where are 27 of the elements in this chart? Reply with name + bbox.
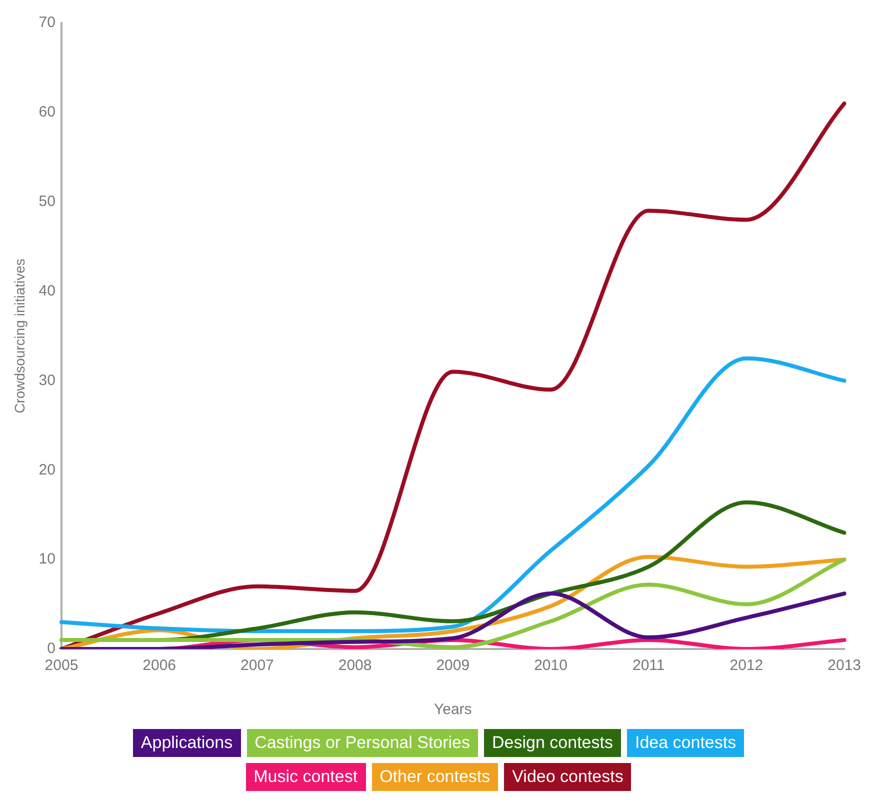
- text: Applications: [132, 729, 241, 757]
- text: Video contests: [504, 763, 632, 791]
- text: Castings or Personal Stories: [246, 729, 478, 757]
- text: Design contests: [484, 729, 621, 757]
- x-axis-title: Years: [434, 701, 472, 718]
- x-tick-label: 2007: [240, 657, 274, 674]
- x-tick-label: 2012: [730, 657, 764, 674]
- x-tick-label: 2006: [142, 657, 176, 674]
- x-tick-label: 2010: [534, 657, 568, 674]
- y-tick-label: 10: [38, 550, 56, 568]
- x-tick-label: 2005: [44, 657, 78, 674]
- y-tick-label: 50: [38, 193, 56, 210]
- x-tick-label: 2011: [632, 657, 665, 674]
- y-tick-label: 40: [38, 282, 56, 300]
- text: Music contest: [246, 763, 366, 791]
- x-tick-label: 2013: [828, 657, 862, 674]
- y-tick-label: 70: [38, 14, 56, 32]
- x-tick-label: 2008: [338, 657, 372, 674]
- text: Other contests: [372, 763, 498, 791]
- line-series: [59, 356, 846, 634]
- y-tick-label: 0: [47, 640, 56, 658]
- y-tick-label: 30: [38, 372, 56, 389]
- text: Idea contests: [626, 729, 744, 757]
- y-tick-label: 60: [38, 104, 56, 121]
- y-tick-label: 20: [38, 461, 56, 478]
- y-axis-title: Crowdsourcing initiatives: [11, 258, 28, 414]
- x-tick-label: 2009: [436, 657, 470, 674]
